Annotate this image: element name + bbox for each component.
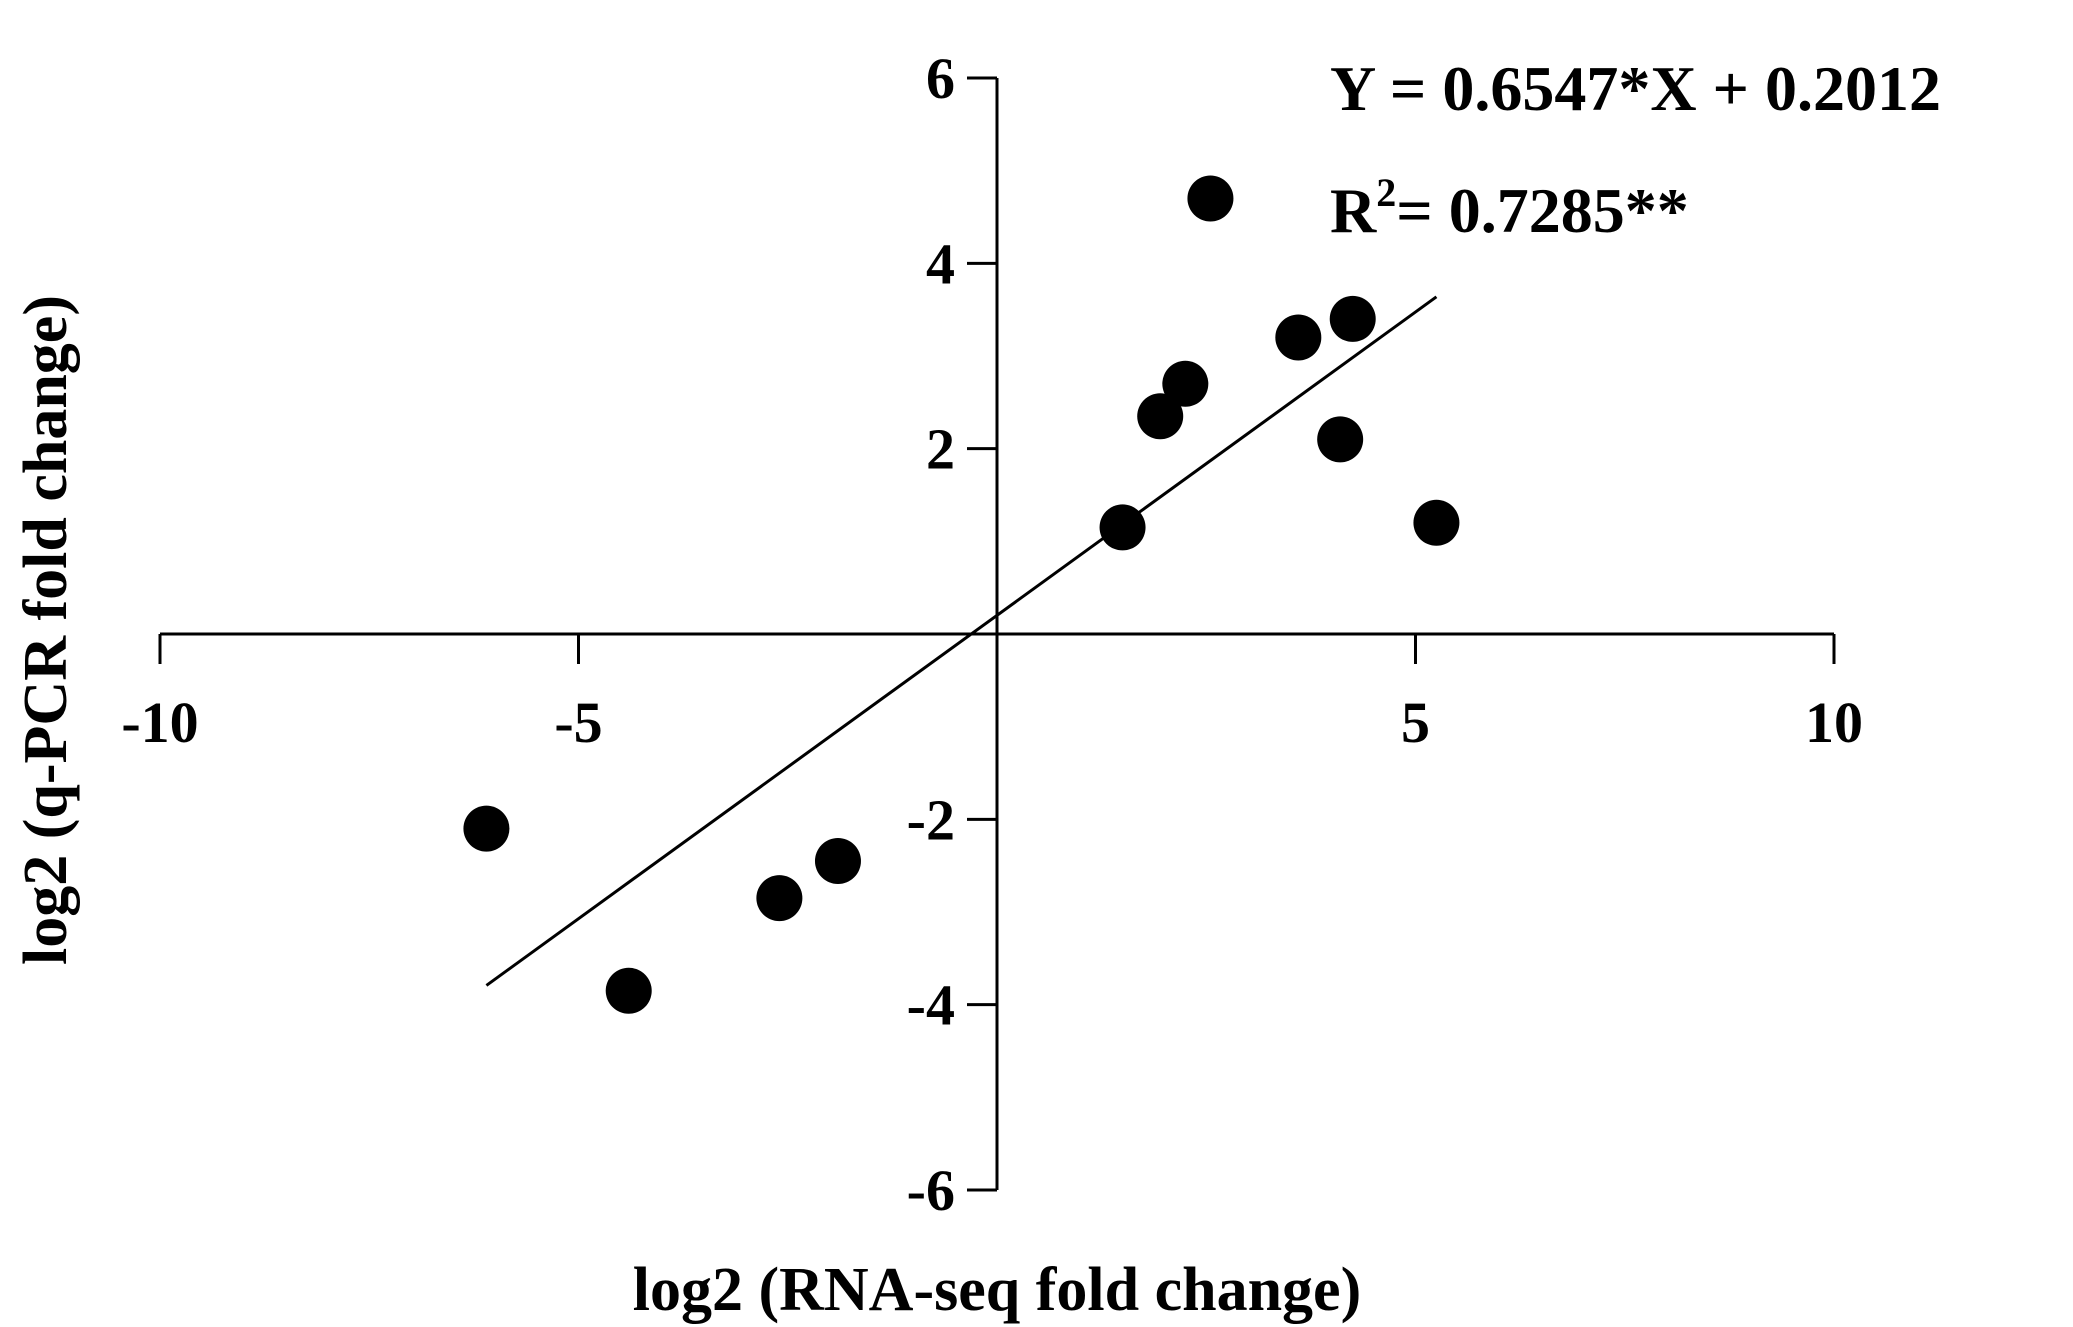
x-tick-label: -5 [554,690,602,755]
y-tick-label: -4 [907,973,955,1038]
data-point [756,875,803,922]
regression-fit [485,295,1438,987]
labels: Y = 0.6547*X + 0.2012 R2= 0.7285** log2 … [12,53,1941,1324]
data-point [1137,393,1184,440]
y-tick-label: 2 [926,417,955,482]
data-points [463,175,1460,1014]
r-squared-superscript: 2 [1376,170,1396,215]
data-point [605,967,652,1014]
data-point [1275,314,1322,361]
data-point [1187,175,1234,222]
data-point [1099,504,1146,551]
data-point [1162,360,1209,407]
regression-equation: Y = 0.6547*X + 0.2012 [1330,53,1941,124]
x-axis-title: log2 (RNA-seq fold change) [633,1256,1361,1324]
regression-line [485,295,1438,987]
data-point [1317,416,1364,463]
x-tick-label: -10 [121,690,198,755]
y-tick-label: -2 [907,787,955,852]
data-point [1329,295,1376,342]
y-tick-label: -6 [907,1158,955,1223]
x-tick-label: 5 [1401,690,1430,755]
axes: -10 -5 5 10 6 4 2 -2 -4 -6 [121,46,1863,1223]
data-point [463,805,510,852]
y-tick-label: 6 [926,46,955,111]
x-tick-label: 10 [1805,690,1863,755]
data-point [1413,499,1460,546]
r-squared-prefix: R [1330,175,1377,246]
y-axis-title: log2 (q-PCR fold change) [12,295,80,965]
r-squared-value: = 0.7285** [1396,175,1688,246]
r-squared-label: R2= 0.7285** [1330,170,1689,246]
data-point [814,838,861,885]
y-tick-label: 4 [926,231,955,296]
